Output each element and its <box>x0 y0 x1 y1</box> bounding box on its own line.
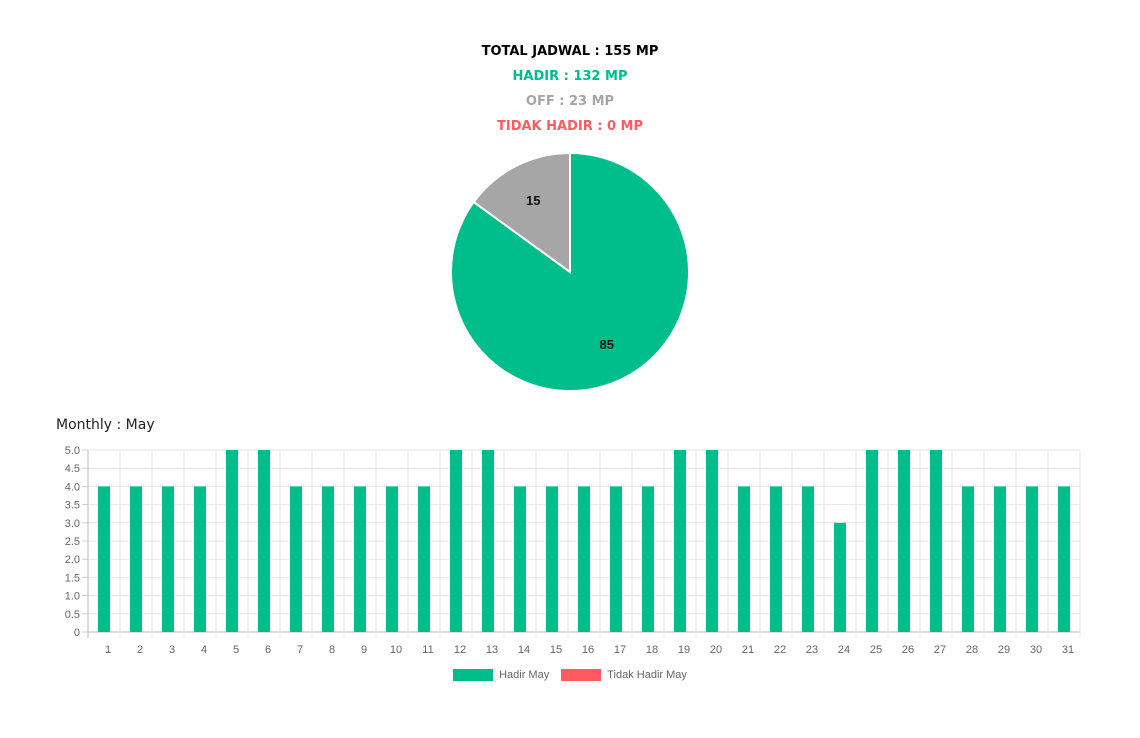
bar-hadir-19 <box>674 450 686 632</box>
x-tick-label: 30 <box>1030 644 1042 656</box>
x-tick-label: 28 <box>966 644 978 656</box>
bar-hadir-2 <box>130 486 142 632</box>
y-tick-label: 2.0 <box>65 554 80 566</box>
legend-label-0: Hadir May <box>499 669 550 681</box>
x-tick-label: 5 <box>233 644 239 656</box>
x-tick-label: 22 <box>774 644 786 656</box>
bar-hadir-28 <box>962 486 974 632</box>
x-tick-label: 31 <box>1062 644 1074 656</box>
bar-hadir-20 <box>706 450 718 632</box>
bar-hadir-21 <box>738 486 750 632</box>
x-tick-label: 20 <box>710 644 722 656</box>
y-tick-label: 0 <box>74 627 80 639</box>
x-tick-label: 27 <box>934 644 946 656</box>
y-tick-label: 1.5 <box>65 572 80 584</box>
monthly-title: Monthly : May <box>56 417 155 433</box>
x-tick-label: 19 <box>678 644 690 656</box>
y-tick-label: 4.0 <box>65 481 80 493</box>
x-tick-label: 16 <box>582 644 594 656</box>
y-tick-label: 5.0 <box>65 445 80 457</box>
summary-tidak-hadir: TIDAK HADIR : 0 MP <box>496 119 644 134</box>
summary-hadir: HADIR : 132 MP <box>512 69 628 84</box>
x-tick-label: 7 <box>297 644 303 656</box>
bar-hadir-15 <box>546 486 558 632</box>
y-tick-label: 0.5 <box>65 609 80 621</box>
attendance-pie-chart: 85 15 <box>450 151 690 392</box>
summary-off: OFF : 23 MP <box>525 94 615 109</box>
x-tick-label: 18 <box>646 644 658 656</box>
bar-hadir-11 <box>418 486 430 632</box>
x-tick-label: 26 <box>902 644 914 656</box>
bar-hadir-17 <box>610 486 622 632</box>
bar-hadir-9 <box>354 486 366 632</box>
bar-hadir-14 <box>514 486 526 632</box>
bar-hadir-18 <box>642 486 654 632</box>
pie-slice-1 <box>472 151 571 274</box>
x-tick-label: 4 <box>201 644 207 656</box>
x-tick-label: 12 <box>454 644 466 656</box>
x-tick-label: 9 <box>361 644 367 656</box>
bar-chart-legend: Hadir May Tidak Hadir May <box>0 669 1140 681</box>
bar-hadir-27 <box>930 450 942 632</box>
x-tick-label: 21 <box>742 644 754 656</box>
x-tick-label: 29 <box>998 644 1010 656</box>
legend-item-0[interactable]: Hadir May <box>453 669 549 681</box>
bar-hadir-31 <box>1058 486 1070 632</box>
x-tick-label: 23 <box>806 644 818 656</box>
bar-hadir-12 <box>450 450 462 632</box>
bar-hadir-3 <box>162 486 174 632</box>
bar-hadir-16 <box>578 486 590 632</box>
bar-hadir-5 <box>226 450 238 632</box>
y-tick-label: 3.5 <box>65 500 80 512</box>
x-tick-label: 17 <box>614 644 626 656</box>
bar-hadir-22 <box>770 486 782 632</box>
x-tick-label: 15 <box>550 644 562 656</box>
x-tick-label: 8 <box>329 644 335 656</box>
x-tick-label: 14 <box>518 644 530 656</box>
legend-swatch-1 <box>561 669 602 681</box>
x-tick-label: 11 <box>422 644 433 656</box>
bar-hadir-24 <box>834 522 846 632</box>
x-tick-label: 6 <box>265 644 271 656</box>
y-tick-label: 4.5 <box>65 463 80 475</box>
y-tick-label: 1.0 <box>65 591 80 603</box>
bar-hadir-1 <box>98 486 110 632</box>
bar-hadir-29 <box>994 486 1006 632</box>
bar-hadir-10 <box>386 486 398 632</box>
pie-slice-label-0: 85 <box>600 337 614 352</box>
bar-hadir-6 <box>258 450 270 632</box>
y-tick-label: 3.0 <box>65 518 80 530</box>
x-tick-label: 25 <box>870 644 882 656</box>
x-tick-label: 3 <box>169 644 175 656</box>
summary-total-jadwal: TOTAL JADWAL : 155 MP <box>481 44 659 59</box>
x-tick-label: 24 <box>838 644 850 656</box>
x-tick-label: 2 <box>137 644 143 656</box>
monthly-bar-chart: 00.51.01.52.02.53.03.54.04.55.01 2 3 4 5 6 7 8 9… <box>65 445 1081 656</box>
x-tick-label: 10 <box>390 644 402 656</box>
legend-item-1[interactable]: Tidak Hadir May <box>561 669 687 681</box>
bar-hadir-25 <box>866 450 878 632</box>
bar-hadir-23 <box>802 486 814 632</box>
bar-hadir-4 <box>194 486 206 632</box>
pie-slice-label-1: 15 <box>526 193 540 208</box>
y-tick-label: 2.5 <box>65 536 80 548</box>
bar-hadir-26 <box>898 450 910 632</box>
x-tick-label: 13 <box>486 644 498 656</box>
legend-swatch-0 <box>453 669 494 681</box>
bar-hadir-13 <box>482 450 494 632</box>
bar-hadir-8 <box>322 486 334 632</box>
bar-hadir-7 <box>290 486 302 632</box>
bar-hadir-30 <box>1026 486 1038 632</box>
legend-label-1: Tidak Hadir May <box>607 669 687 681</box>
x-tick-label: 1 <box>105 644 111 656</box>
